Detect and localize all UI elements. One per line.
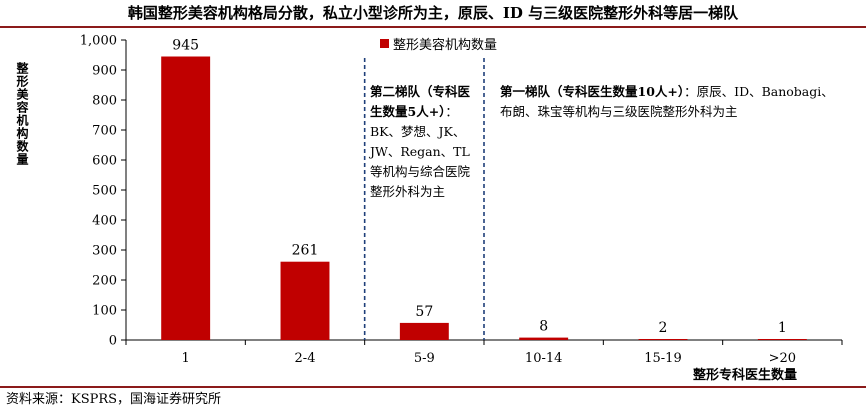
y-tick-label: 900: [92, 64, 117, 79]
legend-label: 整形美容机构数量: [393, 38, 498, 53]
bar-chart: 0 100 200 300 400 500 600 700 800 900 1,000 1 2-4 5-…: [80, 34, 843, 366]
footer-rule: [0, 386, 866, 388]
tier1-body: ：原辰、ID、Banobagi、布朗、珠宝等机构与三级医院整形外科为主: [500, 84, 834, 119]
y-axis-title: 整形美容机构数量: [15, 62, 29, 166]
bar-series: 945 261 57 8 2 1: [161, 38, 807, 340]
y-tick-label: 500: [92, 184, 117, 199]
title-rule: [0, 26, 866, 28]
bar: [519, 337, 569, 340]
tier2-heading: 第二梯队（专科医生数量5人+）: [370, 84, 471, 119]
legend: 整形美容机构数量: [380, 38, 497, 54]
data-label: 1: [778, 320, 787, 336]
page-title: 韩国整形美容机构格局分散，私立小型诊所为主，原辰、ID 与三级医院整形外科等居一…: [127, 4, 739, 22]
y-tick-label: 700: [92, 124, 117, 139]
bar: [280, 261, 330, 340]
data-label: 261: [292, 243, 319, 259]
tier2-annotation: 第二梯队（专科医生数量5人+）：BK、梦想、JK、JW、Regan、TL等机构与…: [370, 82, 482, 202]
bar: [161, 56, 211, 340]
source-note: 资料来源：KSPRS，国海证券研究所: [6, 392, 222, 407]
legend-swatch: [380, 39, 389, 48]
tier-dividers: [363, 58, 485, 340]
x-axis-title: 整形专科医生数量: [693, 368, 798, 383]
y-tick-label: 0: [109, 334, 117, 349]
tier1-annotation: 第一梯队（专科医生数量10人+）：原辰、ID、Banobagi、布朗、珠宝等机构…: [500, 82, 840, 122]
x-tick-label: 5-9: [414, 351, 435, 366]
bar: [399, 322, 449, 340]
bar: [757, 339, 807, 340]
data-label: 945: [172, 38, 199, 54]
tier2-body: ：BK、梦想、JK、JW、Regan、TL等机构与综合医院整形外科为主: [370, 104, 471, 199]
y-tick-label: 800: [92, 94, 117, 109]
y-tick-label: 600: [92, 154, 117, 169]
bar: [638, 339, 688, 340]
y-tick-label: 400: [92, 214, 117, 229]
x-axis: 1 2-4 5-9 10-14 15-19 >20: [125, 339, 843, 366]
x-tick-label: 1: [182, 351, 190, 366]
y-tick-label: 100: [92, 304, 117, 319]
tier1-heading: 第一梯队（专科医生数量10人+）: [500, 84, 685, 99]
data-label: 57: [415, 304, 433, 320]
data-label: 2: [659, 320, 668, 336]
y-tick-label: 300: [92, 244, 117, 259]
x-tick-label: 15-19: [644, 351, 681, 366]
x-tick-label: 2-4: [295, 351, 316, 366]
y-tick-label: 1,000: [80, 34, 117, 49]
data-label: 8: [539, 319, 548, 335]
y-axis: 0 100 200 300 400 500 600 700 800 900 1,000: [80, 34, 127, 349]
x-tick-label: 10-14: [525, 351, 562, 366]
y-tick-label: 200: [92, 274, 117, 289]
x-tick-label: >20: [769, 351, 796, 366]
